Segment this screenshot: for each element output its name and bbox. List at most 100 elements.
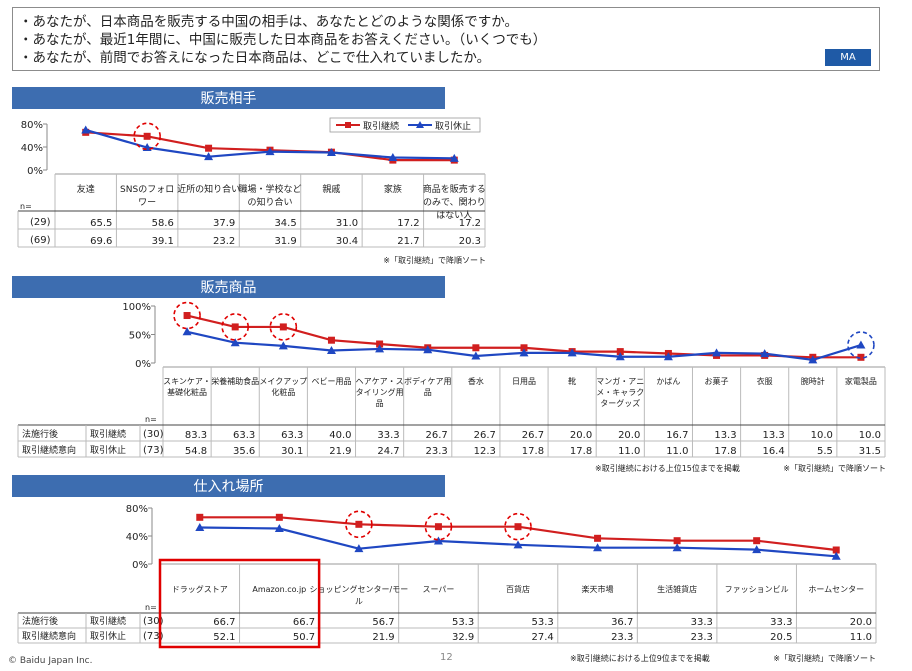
y-tick-label: 0%: [27, 166, 43, 177]
legend-label-pause: 取引休止: [435, 120, 471, 132]
table-cell-value: 20.0: [570, 430, 592, 441]
table-cell-value: 27.4: [532, 632, 554, 643]
data-point-pause: [856, 340, 866, 349]
sort-note: ※「取引継続」で降順ソート: [383, 255, 486, 265]
data-point-pause: [808, 355, 818, 364]
data-point-pause: [712, 348, 722, 357]
table-cell-value: 30.4: [336, 236, 358, 247]
data-point-pause: [388, 153, 398, 162]
copyright: © Baidu Japan Inc.: [8, 656, 93, 666]
table-cell-value: 63.3: [233, 430, 255, 441]
series-label: 取引休止: [90, 444, 126, 456]
highlight-circle: [173, 301, 201, 330]
table-cell-value: 11.0: [666, 446, 688, 457]
table-cell-value: 16.7: [666, 430, 688, 441]
table-cell-value: 31.9: [274, 236, 296, 247]
y-tick-label: 80%: [21, 120, 43, 131]
table-cell-value: 53.3: [452, 617, 474, 628]
data-point-continue: [275, 513, 283, 521]
table-cell-value: 54.8: [185, 446, 207, 457]
page-number: 12: [440, 652, 453, 663]
data-point-pause: [672, 543, 682, 552]
table-cell-value: 10.0: [859, 430, 881, 441]
category-label: 品: [424, 388, 432, 397]
question-2: ・あなたが、最近1年間に、中国に販売した日本商品をお答えください。（いくつでも）: [19, 32, 547, 48]
table-cell-value: 33.3: [770, 617, 792, 628]
table-cell-value: 32.9: [452, 632, 474, 643]
category-label: タイリング用: [356, 387, 404, 397]
category-label: ドラッグストア: [172, 584, 228, 594]
table-cell-value: 21.7: [397, 236, 419, 247]
category-label: ベビー用品: [311, 377, 351, 386]
data-point-pause: [433, 536, 443, 545]
table-cell-value: 65.5: [90, 218, 112, 229]
data-point-continue: [143, 132, 151, 140]
data-point-pause: [182, 327, 192, 336]
category-label: ファッションビル: [725, 585, 789, 594]
category-label: 日用品: [512, 377, 536, 386]
table-cell-value: 36.7: [611, 617, 633, 628]
top-note: ※取引継続における上位9位までを掲載: [570, 653, 710, 663]
highlight-circle: [345, 510, 373, 539]
table-cell-value: 53.3: [532, 617, 554, 628]
table-cell-value: 66.7: [293, 617, 315, 628]
data-point-continue: [327, 336, 335, 344]
table-cell-value: 35.6: [233, 446, 255, 457]
table-cell-value: 34.5: [274, 218, 296, 229]
table-cell-value: 20.3: [459, 236, 481, 247]
partner-section-title: 販売相手: [12, 87, 445, 109]
data-point-pause: [423, 345, 433, 354]
data-point-pause: [326, 346, 336, 355]
category-label: お菓子: [705, 376, 729, 386]
highlight-box: [158, 558, 321, 649]
table-cell-value: 26.7: [474, 430, 496, 441]
category-label: 化粧品: [271, 387, 295, 397]
legend-label-continue: 取引継続: [363, 120, 399, 132]
table-cell-value: 23.3: [611, 632, 633, 643]
table-cell-value: 23.3: [426, 446, 448, 457]
y-tick-label: 100%: [122, 302, 151, 313]
data-point-pause: [375, 344, 385, 353]
table-cell-value: 66.7: [213, 617, 235, 628]
data-point-pause: [567, 348, 577, 357]
group-label: 取引継続意向: [22, 630, 76, 642]
table-cell-value: 83.3: [185, 430, 207, 441]
data-point-pause: [354, 544, 364, 553]
data-point-pause: [663, 352, 673, 361]
category-label: 近所の知り合い: [177, 183, 240, 195]
category-label: 商品を販売する: [423, 183, 486, 195]
data-point-continue: [857, 353, 865, 361]
data-point-continue: [279, 323, 287, 331]
series-label: 取引休止: [90, 630, 126, 642]
data-point-pause: [230, 338, 240, 347]
category-label: スキンケア・: [163, 377, 211, 386]
data-point-pause: [760, 349, 770, 358]
category-label: のみで、関わり: [423, 197, 486, 208]
category-label: 衣服: [757, 376, 773, 386]
y-tick-label: 0%: [132, 560, 148, 571]
data-point-continue: [196, 513, 204, 521]
y-tick-label: 40%: [126, 532, 148, 543]
data-point-pause: [471, 351, 481, 360]
data-point-continue: [673, 537, 681, 545]
data-point-pause: [513, 540, 523, 549]
data-point-continue: [520, 344, 528, 352]
category-label: 生活雑貨店: [657, 584, 697, 594]
data-point-pause: [449, 153, 459, 162]
row-n-label: (73): [143, 445, 164, 456]
purchase-chart: 80% 40% 0% ドラッグストア Amazon.co.jp ショッピングセンター/モー…: [17, 504, 877, 663]
data-point-pause: [326, 148, 336, 157]
sort-note: ※「取引継続」で降順ソート: [773, 653, 876, 663]
category-label: ショッピングセンター/モー: [310, 584, 409, 594]
data-point-pause: [274, 524, 284, 533]
data-point-pause: [265, 147, 275, 156]
category-label: スーパー: [422, 585, 454, 594]
category-label: 靴: [568, 376, 576, 386]
table-cell-value: 24.7: [377, 446, 399, 457]
category-label: はない人: [436, 210, 472, 221]
data-point-continue: [376, 340, 384, 348]
data-point-continue: [514, 523, 522, 531]
data-point-continue: [753, 537, 761, 545]
